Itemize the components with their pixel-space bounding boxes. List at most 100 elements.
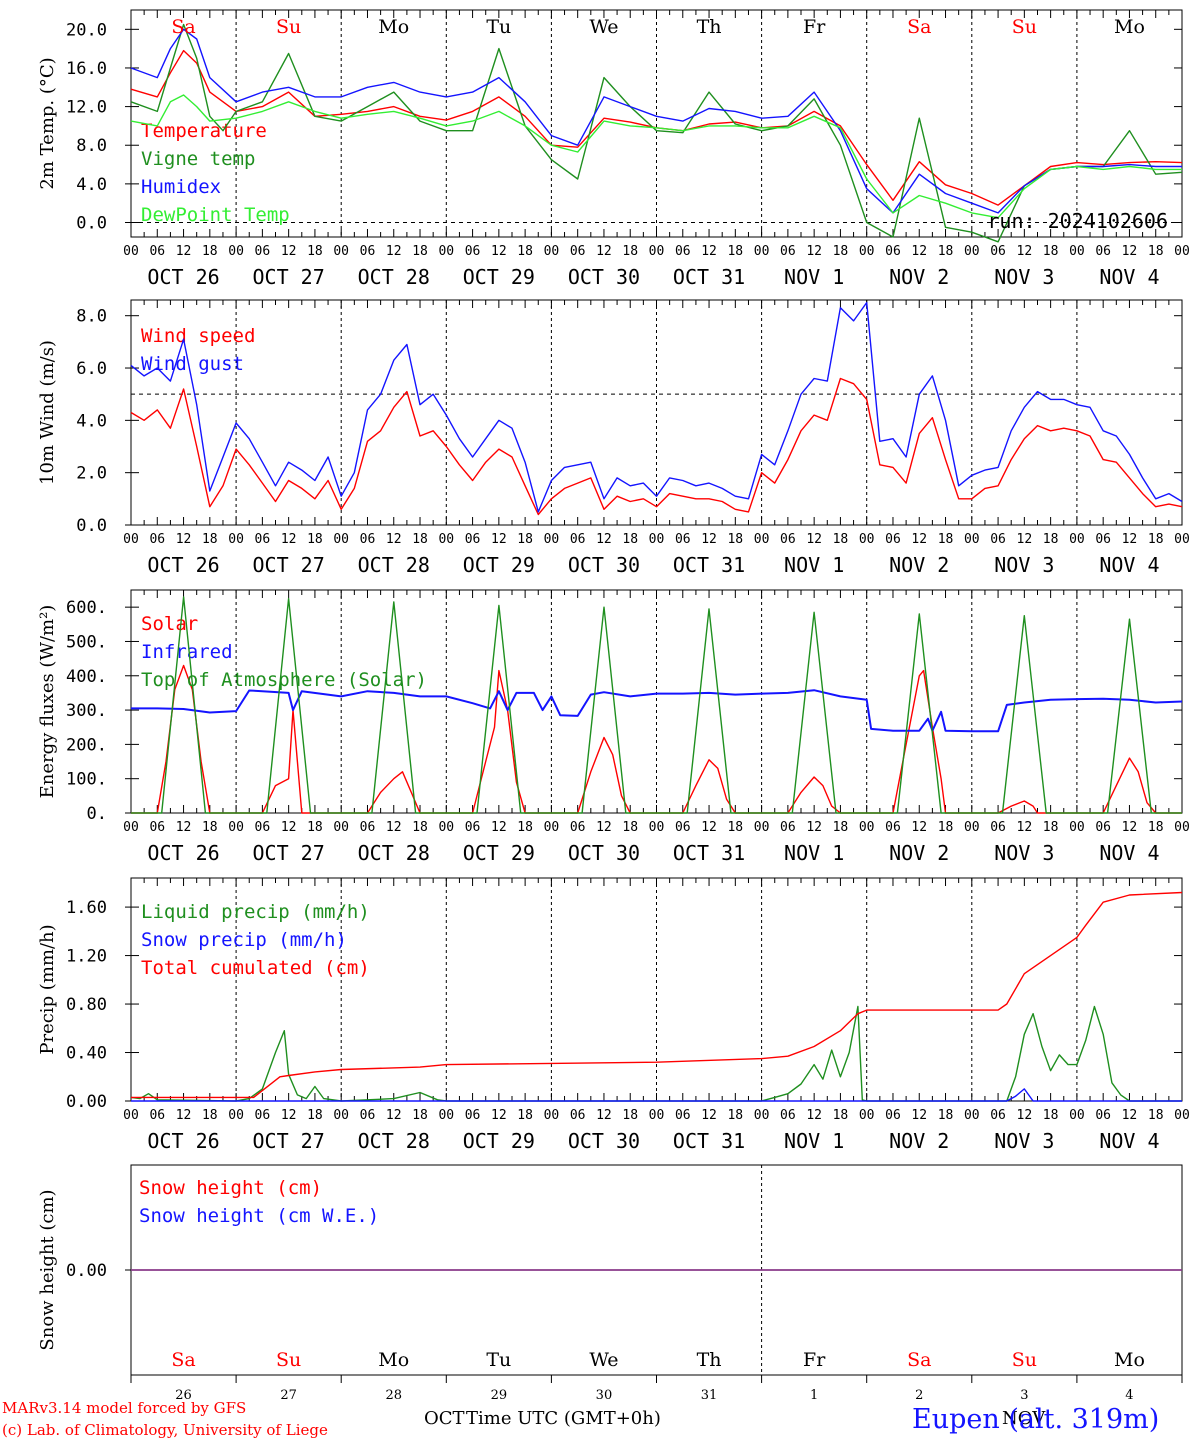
hour-tick-label: 00 [544,820,560,835]
hour-tick-label: 06 [255,1108,271,1123]
y-tick-label: 6.0 [76,359,107,379]
hour-tick-label: 18 [727,244,743,259]
hour-tick-label: 18 [202,1108,218,1123]
y-axis-label: Energy fluxes (W/m²) [37,605,58,799]
legend-entry: Wind gust [141,353,244,375]
date-label: OCT 26 [147,265,219,289]
hour-tick-label: 18 [202,244,218,259]
hour-tick-label: 00 [333,532,349,547]
hour-tick-label: 00 [333,244,349,259]
date-label: OCT 28 [358,553,430,577]
y-axis-label: Precip (mm/h) [37,924,58,1054]
chart-panel-4: 0.00 0.40 0.80 1.20 1.60 Precip (mm/h) Liquid … [37,877,1190,1153]
run-label: run: 2024102606 [987,209,1168,233]
hour-tick-label: 00 [544,532,560,547]
hour-tick-label: 12 [806,1108,822,1123]
legend-entry: Top of Atmosphere (Solar) [141,669,427,691]
legend-entry: Infrared [141,641,233,663]
weekday-label: Mo [378,1349,409,1371]
weekday-label: We [589,16,618,38]
y-tick-label: 0.0 [76,214,107,234]
date-label: NOV 1 [784,1129,844,1153]
chart-panel-5: 0.00 Snow height (cm) Snow height (cm) Snow… [37,1164,1183,1403]
hour-tick-label: 12 [596,532,612,547]
date-label: OCT 31 [673,265,745,289]
hour-tick-label: 00 [228,532,244,547]
hour-tick-label: 06 [1095,532,1111,547]
hour-tick-label: 18 [307,244,323,259]
date-label: OCT 27 [253,265,325,289]
hour-tick-label: 12 [701,244,717,259]
weekday-label: Su [276,1349,301,1371]
date-label: NOV 2 [889,841,949,865]
hour-tick-label: 12 [176,1108,192,1123]
day-number-label: 31 [701,1388,718,1403]
y-tick-label: 400. [66,667,107,687]
hour-tick-label: 00 [1174,244,1190,259]
y-tick-label: 8.0 [76,136,107,156]
weekday-label: Sa [907,1349,931,1371]
hour-tick-label: 12 [1122,532,1138,547]
hour-tick-label: 06 [570,244,586,259]
x-axis-title: Time UTC (GMT+0h) [466,1408,661,1429]
day-number-label: 3 [1020,1388,1028,1403]
date-label: NOV 2 [889,553,949,577]
hour-tick-label: 12 [911,244,927,259]
hour-tick-label: 12 [386,244,402,259]
hour-tick-label: 18 [1043,244,1059,259]
hour-tick-label: 18 [1148,532,1164,547]
legend-entry: Total cumulated (cm) [141,957,370,979]
hour-tick-label: 00 [1069,532,1085,547]
hour-tick-label: 18 [1043,1108,1059,1123]
hour-tick-label: 06 [149,532,165,547]
hour-tick-label: 12 [911,820,927,835]
legend-entry: Vigne temp [141,148,255,170]
hour-tick-label: 00 [859,244,875,259]
hour-tick-label: 06 [885,244,901,259]
hour-tick-label: 00 [1069,820,1085,835]
hour-tick-label: 06 [885,532,901,547]
day-number-label: 29 [491,1388,508,1403]
date-label: NOV 4 [1099,265,1159,289]
plot-frame [130,299,1183,526]
date-label: OCT 31 [673,553,745,577]
hour-tick-label: 12 [1017,820,1033,835]
date-label: OCT 27 [253,553,325,577]
hour-tick-label: 06 [675,1108,691,1123]
date-label: OCT 28 [358,841,430,865]
weekday-label: Th [697,16,722,38]
series-line-2 [130,23,1183,243]
hour-tick-label: 06 [465,1108,481,1123]
hour-tick-label: 00 [964,532,980,547]
hour-tick-label: 06 [885,1108,901,1123]
hour-tick-label: 06 [255,532,271,547]
hour-tick-label: 00 [1069,244,1085,259]
date-label: NOV 3 [994,265,1054,289]
hour-tick-label: 18 [1148,244,1164,259]
hour-tick-label: 18 [412,244,428,259]
date-label: NOV 1 [784,265,844,289]
day-number-label: 27 [280,1388,297,1403]
hour-tick-label: 00 [1174,532,1190,547]
day-number-label: 4 [1125,1388,1133,1403]
series-line-2 [130,301,1183,513]
date-label: OCT 29 [463,1129,535,1153]
hour-tick-label: 06 [570,532,586,547]
hour-tick-label: 06 [1095,244,1111,259]
hour-tick-label: 18 [517,820,533,835]
hour-tick-label: 00 [123,244,139,259]
weekday-label: Su [1012,16,1037,38]
y-tick-label: 100. [66,770,107,790]
date-label: OCT 29 [463,841,535,865]
hour-tick-label: 12 [596,1108,612,1123]
day-number-label: 30 [596,1388,613,1403]
hour-tick-label: 06 [360,244,376,259]
date-label: OCT 30 [568,265,640,289]
hour-tick-label: 00 [123,820,139,835]
hour-tick-label: 18 [938,532,954,547]
y-tick-label: 0. [87,804,107,824]
y-tick-label: 0.00 [66,1261,107,1281]
hour-tick-label: 12 [176,244,192,259]
hour-tick-label: 18 [412,532,428,547]
hour-tick-label: 00 [859,532,875,547]
